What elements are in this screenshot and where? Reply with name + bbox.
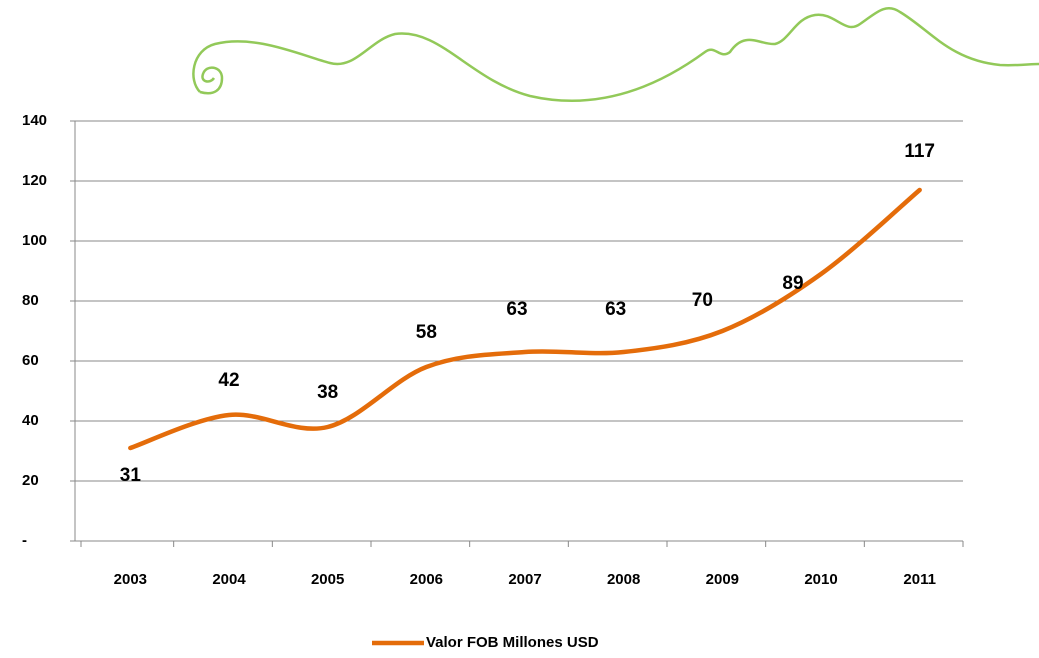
x-tick-label: 2005	[311, 571, 344, 588]
x-tick-label: 2008	[607, 571, 640, 588]
decoration	[192, 7, 1039, 102]
x-tick-label: 2010	[804, 571, 837, 588]
y-tick-label: 40	[22, 412, 39, 429]
y-tick-label: 140	[22, 112, 47, 129]
data-label: 117	[904, 141, 935, 162]
y-tick-label: 100	[22, 232, 47, 249]
data-label: 42	[218, 370, 239, 391]
data-label: 89	[782, 273, 803, 294]
legend-label: Valor FOB Millones USD	[426, 634, 599, 651]
x-tick-label: 2004	[212, 571, 246, 588]
data-label: 63	[605, 299, 626, 320]
x-tick-label: 2011	[903, 571, 936, 588]
x-tick-label: 2007	[508, 571, 541, 588]
data-label: 63	[506, 299, 527, 320]
data-label: 31	[120, 465, 142, 486]
decoration-spiral	[199, 66, 224, 95]
data-label: 58	[416, 322, 437, 343]
x-tick-label: 2003	[114, 571, 147, 588]
data-label: 38	[317, 382, 338, 403]
y-tick-label: 120	[22, 172, 47, 189]
line	[128, 187, 922, 451]
y-tick-label: 80	[22, 292, 39, 309]
x-tick-label: 2006	[410, 571, 443, 588]
y-tick-label: 60	[22, 352, 39, 369]
y-tick-label: 20	[22, 472, 39, 489]
y-tick-label: -	[22, 532, 27, 549]
data-label: 70	[692, 290, 713, 311]
x-tick-label: 2009	[706, 571, 739, 588]
